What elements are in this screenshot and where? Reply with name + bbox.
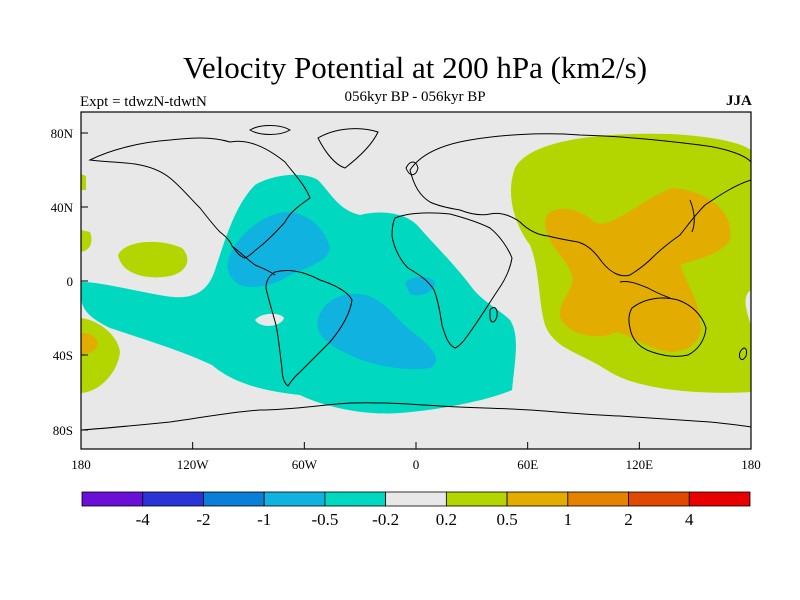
map-subtitle: 056kyr BP - 056kyr BP [344, 89, 486, 105]
colorbar-swatch [142, 491, 204, 507]
colorbar-label: -0.2 [372, 510, 399, 529]
antarctica-coast [81, 402, 751, 431]
lat-tick-label: 40S [53, 348, 73, 363]
colorbar-label: -0.5 [311, 510, 338, 529]
colorbar-swatch [81, 491, 144, 507]
lon-tick-label: 120W [177, 457, 210, 472]
north-america-coast [88, 137, 311, 259]
lat-tick-label: 0 [67, 274, 74, 289]
africa-coast [391, 212, 513, 349]
colorbar-label: -4 [136, 510, 151, 529]
colorbar: -4 -2 -1 -0.5 -0.2 0.2 0.5 1 2 4 [81, 491, 751, 529]
map-panel [81, 112, 751, 449]
madagascar-coast [489, 307, 498, 323]
australia-coast [628, 297, 707, 357]
colorbar-swatch [203, 491, 265, 507]
colorbar-swatch [567, 491, 629, 507]
colorbar-swatch [324, 491, 387, 507]
colorbar-label: -2 [196, 510, 210, 529]
positive-core-southwest [81, 332, 98, 355]
lon-tick-label: 0 [413, 457, 420, 472]
colorbar-swatch [385, 491, 447, 507]
colorbar-label: 4 [685, 510, 694, 529]
japan-coast [689, 199, 695, 233]
colorbar-swatch [506, 491, 569, 507]
negative-core-south-atlantic [317, 293, 437, 370]
greenland-coast [317, 128, 379, 169]
lat-tick-label: 80S [53, 423, 73, 438]
colorbar-swatch [688, 491, 751, 507]
colorbar-label: -1 [257, 510, 271, 529]
uk-coast [405, 161, 419, 176]
positive-region-west-edge [81, 230, 92, 252]
coastlines [81, 125, 751, 431]
indonesia-coast [619, 281, 671, 299]
colorbar-label: 0.5 [496, 510, 517, 529]
latitude-axis: 80N 40N 0 40S 80S [51, 126, 88, 438]
lon-tick-label: 120E [626, 457, 654, 472]
experiment-label: Expt = tdwzN-tdwtN [80, 94, 207, 110]
south-america-coast [265, 269, 353, 387]
longitude-axis: 180 120W 60W 0 60E 120E 180 [71, 442, 761, 472]
colorbar-swatch [445, 491, 508, 507]
positive-region-west-edge-top [81, 174, 86, 190]
lon-tick-label: 60E [517, 457, 538, 472]
season-label: JJA [726, 93, 752, 109]
lon-tick-label: 180 [741, 457, 761, 472]
lon-tick-label: 180 [71, 457, 91, 472]
colorbar-label: 2 [624, 510, 633, 529]
colorbar-swatch [263, 491, 326, 507]
lat-tick-label: 40N [51, 200, 74, 215]
neutral-hole [255, 313, 284, 326]
colorbar-swatch [628, 491, 690, 507]
colorbar-label: 1 [564, 510, 573, 529]
eurasia-coast [409, 133, 751, 277]
central-america-coast [231, 245, 276, 276]
lon-tick-label: 60W [292, 457, 318, 472]
lat-tick-label: 80N [51, 126, 74, 141]
new-zealand-coast [739, 347, 747, 360]
negative-core-caribbean [227, 212, 330, 287]
map-title: Velocity Potential at 200 hPa (km2/s) [182, 50, 648, 85]
positive-region-pacific [118, 241, 188, 278]
colorbar-label: 0.2 [436, 510, 457, 529]
arctic-islands [249, 125, 291, 135]
